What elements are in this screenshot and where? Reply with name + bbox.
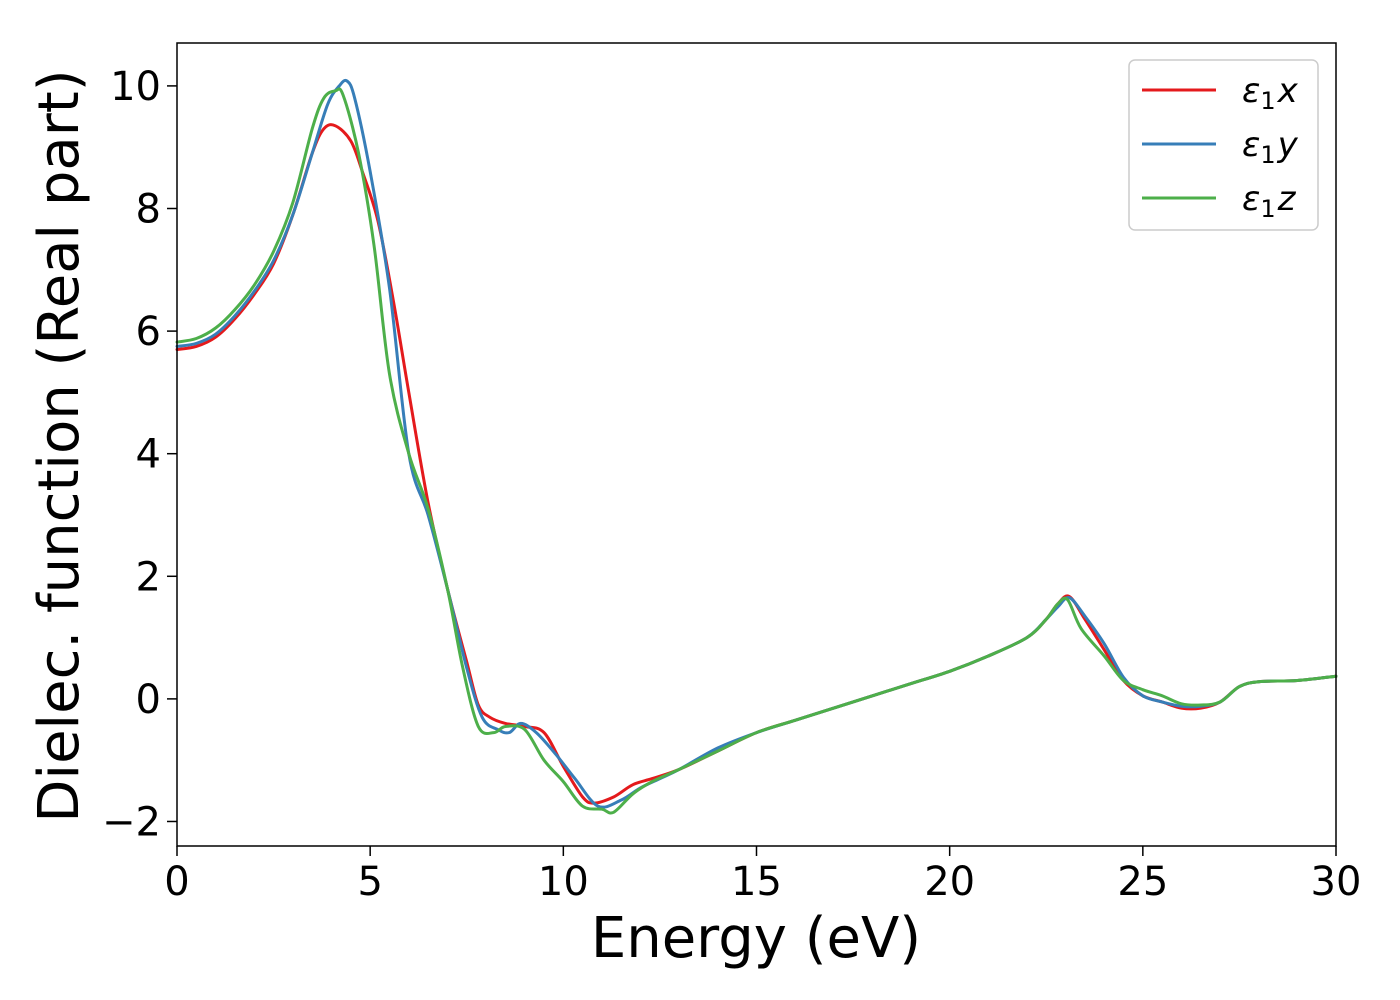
legend-label-y: ε1y xyxy=(1242,125,1299,169)
x-tick-label: 30 xyxy=(1311,859,1362,905)
y-tick-label: 2 xyxy=(136,554,161,600)
y-tick-label: 4 xyxy=(136,432,161,478)
x-axis-title: Energy (eV) xyxy=(591,906,921,971)
x-tick-label: 15 xyxy=(731,859,782,905)
x-tick-label: 5 xyxy=(357,859,382,905)
y-tick-label: 0 xyxy=(136,677,161,723)
legend-label-x: ε1x xyxy=(1242,71,1299,115)
series-line-y xyxy=(175,78,1338,809)
series-line-z xyxy=(175,87,1338,815)
x-tick-label: 10 xyxy=(538,859,589,905)
legend-box xyxy=(1128,59,1319,231)
series-layer xyxy=(175,78,1338,815)
legend: ε1x ε1y ε1z xyxy=(1128,59,1319,231)
legend-label-z: ε1z xyxy=(1242,179,1297,223)
y-tick-label: −2 xyxy=(102,799,161,845)
y-axis-title: Dielec. function (Real part) xyxy=(27,69,92,822)
y-tick-label: 6 xyxy=(136,309,161,355)
x-tick-label: 20 xyxy=(924,859,975,905)
y-tick-label: 8 xyxy=(136,187,161,233)
x-tick-label: 25 xyxy=(1117,859,1168,905)
x-tick-label: 0 xyxy=(164,859,189,905)
y-tick-label: 10 xyxy=(110,64,161,110)
